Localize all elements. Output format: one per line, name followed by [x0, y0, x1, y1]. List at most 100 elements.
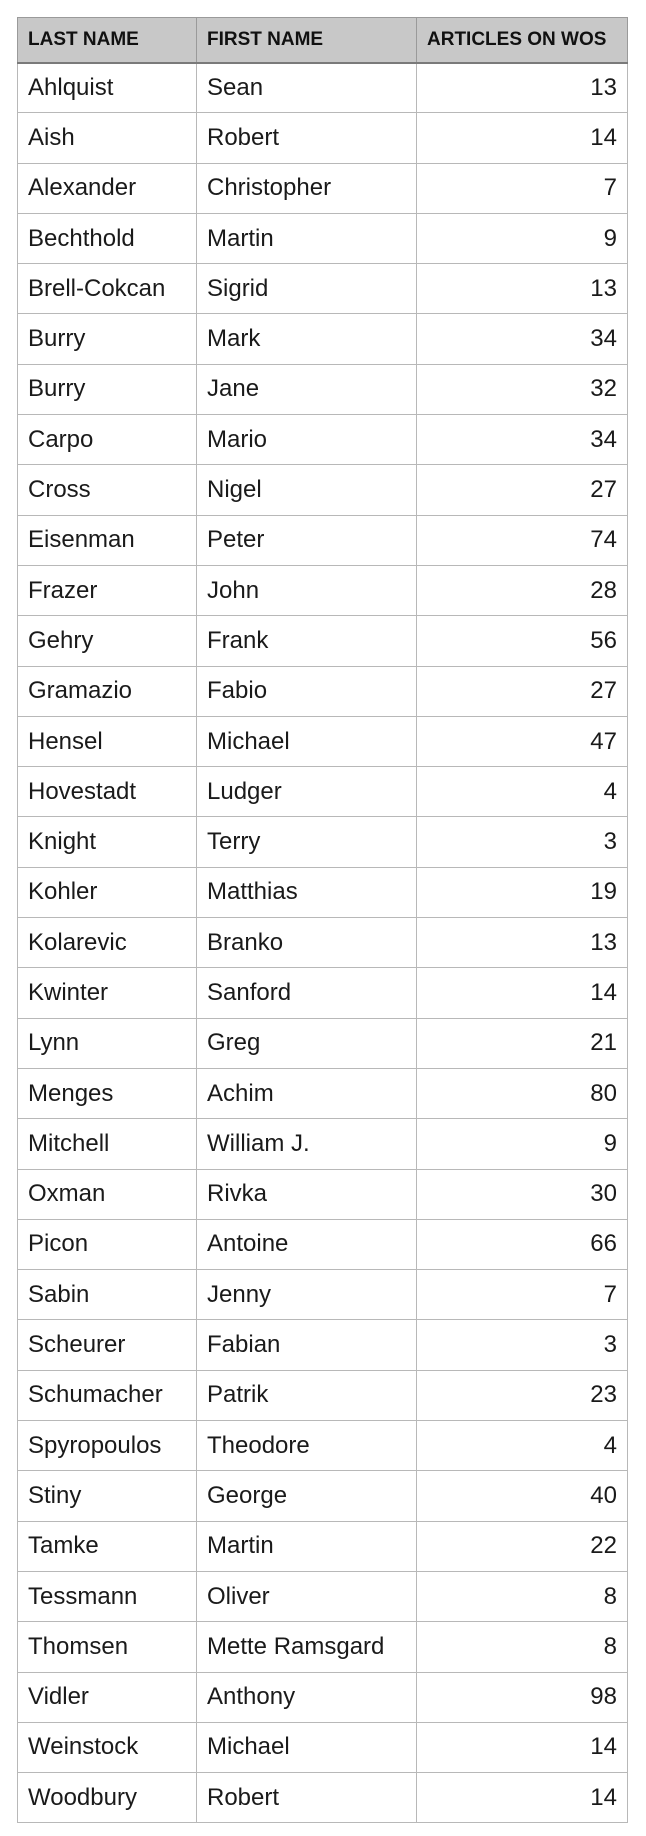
- table-row: Stiny George 40: [17, 1470, 628, 1522]
- table-row: Tessmann Oliver 8: [17, 1570, 628, 1623]
- cell-first-name: Jenny: [196, 1269, 417, 1321]
- cell-first-name: Jane: [196, 363, 417, 416]
- table-row: Knight Terry 3: [17, 816, 628, 868]
- cell-last-name: Woodbury: [17, 1772, 197, 1824]
- cell-articles-count: 21: [416, 1017, 628, 1069]
- cell-articles-count: 9: [416, 212, 628, 265]
- cell-last-name: Thomsen: [17, 1621, 197, 1673]
- cell-first-name: Branko: [196, 917, 417, 969]
- cell-last-name: Kohler: [17, 866, 197, 919]
- cell-last-name: Oxman: [17, 1168, 197, 1220]
- cell-articles-count: 19: [416, 866, 628, 919]
- cell-first-name: William J.: [196, 1118, 417, 1170]
- table-row: Kwinter Sanford 14: [17, 967, 628, 1019]
- cell-first-name: Robert: [196, 1772, 417, 1824]
- cell-articles-count: 8: [416, 1570, 628, 1623]
- table-row: Schumacher Patrik 23: [17, 1369, 628, 1422]
- cell-first-name: Christopher: [196, 162, 417, 214]
- cell-articles-count: 28: [416, 564, 628, 617]
- cell-last-name: Schumacher: [17, 1369, 197, 1422]
- cell-first-name: Michael: [196, 715, 417, 768]
- cell-last-name: Mitchell: [17, 1118, 197, 1170]
- cell-first-name: Theodore: [196, 1420, 417, 1472]
- cell-last-name: Cross: [17, 464, 197, 516]
- table-row: Weinstock Michael 14: [17, 1721, 628, 1774]
- cell-articles-count: 74: [416, 514, 628, 566]
- table-row: Burry Jane 32: [17, 363, 628, 416]
- table-row: Gehry Frank 56: [17, 615, 628, 667]
- cell-articles-count: 3: [416, 1319, 628, 1371]
- cell-articles-count: 14: [416, 112, 628, 164]
- cell-last-name: Tamke: [17, 1520, 197, 1572]
- header-first-name: FIRST NAME: [196, 17, 417, 64]
- cell-last-name: Kwinter: [17, 967, 197, 1019]
- cell-first-name: Peter: [196, 514, 417, 566]
- cell-first-name: Nigel: [196, 464, 417, 516]
- cell-last-name: Vidler: [17, 1671, 197, 1723]
- cell-last-name: Hensel: [17, 715, 197, 768]
- cell-articles-count: 7: [416, 162, 628, 214]
- cell-first-name: Sanford: [196, 967, 417, 1019]
- cell-articles-count: 7: [416, 1269, 628, 1321]
- table-row: Oxman Rivka 30: [17, 1168, 628, 1220]
- table-row: Brell-Cokcan Sigrid 13: [17, 263, 628, 315]
- cell-articles-count: 14: [416, 1721, 628, 1774]
- table-row: Tamke Martin 22: [17, 1520, 628, 1572]
- cell-first-name: Greg: [196, 1017, 417, 1069]
- cell-articles-count: 22: [416, 1520, 628, 1572]
- cell-first-name: George: [196, 1470, 417, 1522]
- cell-last-name: Stiny: [17, 1470, 197, 1522]
- cell-last-name: Kolarevic: [17, 917, 197, 969]
- cell-articles-count: 14: [416, 967, 628, 1019]
- cell-first-name: Anthony: [196, 1671, 417, 1723]
- cell-last-name: Aish: [17, 112, 197, 164]
- cell-first-name: Michael: [196, 1721, 417, 1774]
- cell-first-name: Achim: [196, 1067, 417, 1120]
- cell-first-name: Antoine: [196, 1218, 417, 1271]
- cell-articles-count: 13: [416, 61, 628, 114]
- cell-first-name: Sean: [196, 61, 417, 114]
- articles-table: LAST NAME FIRST NAME ARTICLES ON WOS Ahl…: [17, 17, 628, 1824]
- cell-articles-count: 9: [416, 1118, 628, 1170]
- cell-articles-count: 23: [416, 1369, 628, 1422]
- cell-last-name: Ahlquist: [17, 61, 197, 114]
- table-row: Mitchell William J. 9: [17, 1118, 628, 1170]
- table-row: Thomsen Mette Ramsgard 8: [17, 1621, 628, 1673]
- table-row: Burry Mark 34: [17, 313, 628, 365]
- cell-articles-count: 66: [416, 1218, 628, 1271]
- cell-last-name: Frazer: [17, 564, 197, 617]
- cell-first-name: Rivka: [196, 1168, 417, 1220]
- header-row: LAST NAME FIRST NAME ARTICLES ON WOS: [17, 17, 628, 64]
- table-row: Hensel Michael 47: [17, 715, 628, 768]
- table-row: Kolarevic Branko 13: [17, 917, 628, 969]
- cell-articles-count: 4: [416, 766, 628, 818]
- cell-first-name: Mark: [196, 313, 417, 365]
- table-row: Frazer John 28: [17, 564, 628, 617]
- cell-articles-count: 14: [416, 1772, 628, 1824]
- table-row: Eisenman Peter 74: [17, 514, 628, 566]
- cell-last-name: Burry: [17, 313, 197, 365]
- cell-last-name: Alexander: [17, 162, 197, 214]
- table-row: Hovestadt Ludger 4: [17, 766, 628, 818]
- table-row: Woodbury Robert 14: [17, 1772, 628, 1824]
- cell-articles-count: 13: [416, 263, 628, 315]
- cell-last-name: Menges: [17, 1067, 197, 1120]
- cell-last-name: Eisenman: [17, 514, 197, 566]
- cell-first-name: Fabio: [196, 665, 417, 717]
- table-row: Kohler Matthias 19: [17, 866, 628, 919]
- cell-first-name: Mette Ramsgard: [196, 1621, 417, 1673]
- cell-last-name: Weinstock: [17, 1721, 197, 1774]
- cell-articles-count: 4: [416, 1420, 628, 1472]
- cell-last-name: Picon: [17, 1218, 197, 1271]
- table-row: Lynn Greg 21: [17, 1017, 628, 1069]
- cell-articles-count: 47: [416, 715, 628, 768]
- table-header: LAST NAME FIRST NAME ARTICLES ON WOS: [17, 17, 628, 64]
- table-row: Alexander Christopher 7: [17, 162, 628, 214]
- table-row: Spyropoulos Theodore 4: [17, 1420, 628, 1472]
- table-row: Bechthold Martin 9: [17, 212, 628, 265]
- cell-last-name: Knight: [17, 816, 197, 868]
- cell-articles-count: 34: [416, 313, 628, 365]
- table-row: Gramazio Fabio 27: [17, 665, 628, 717]
- cell-last-name: Brell-Cokcan: [17, 263, 197, 315]
